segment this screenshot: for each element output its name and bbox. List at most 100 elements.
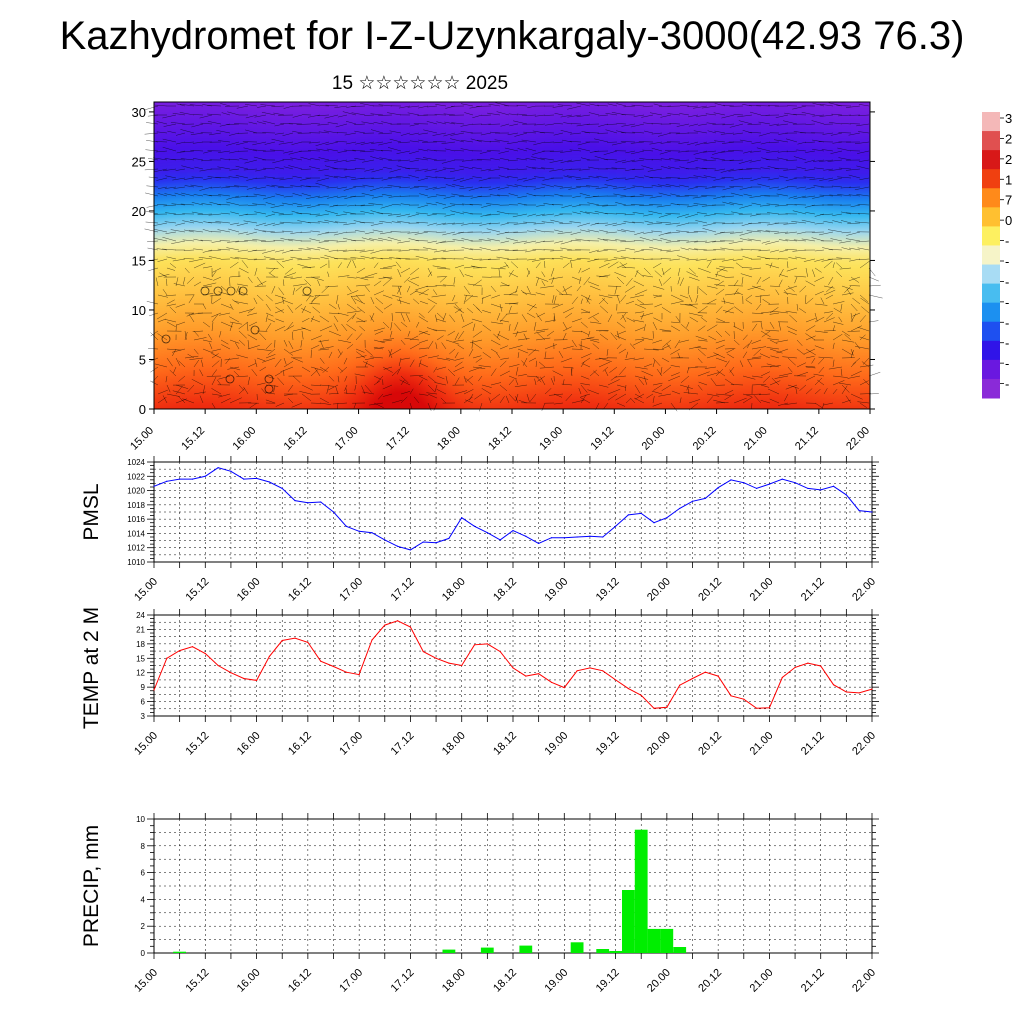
wind-barb — [292, 175, 303, 179]
wind-barb — [521, 114, 537, 117]
wind-barb — [707, 130, 717, 134]
colorbar-swatch — [982, 340, 1000, 361]
wind-barb — [279, 177, 294, 181]
wind-barb — [288, 398, 294, 404]
wind-barb — [211, 402, 216, 409]
wind-barb — [496, 352, 501, 359]
wind-barb — [738, 168, 753, 171]
wind-barb — [548, 276, 564, 280]
wind-barb — [499, 158, 510, 161]
colorbar-label: 2 — [1005, 131, 1012, 146]
wind-barb — [427, 375, 436, 383]
wind-barb — [200, 122, 213, 125]
wind-barb — [756, 105, 771, 107]
wind-barb — [728, 168, 744, 172]
wind-barb — [238, 339, 246, 346]
wind-barb — [345, 120, 357, 125]
wind-barb — [516, 177, 528, 181]
wind-barb — [498, 175, 510, 179]
calm-marker — [238, 286, 248, 296]
wind-barb — [319, 357, 325, 364]
wind-barb — [805, 333, 816, 341]
wind-barb — [854, 186, 870, 191]
wind-barb — [373, 280, 382, 287]
wind-barb — [785, 177, 798, 182]
wind-barb — [566, 175, 582, 179]
wind-barb — [607, 285, 622, 287]
wind-barb — [505, 395, 510, 404]
wind-barb — [616, 402, 626, 407]
wind-barb — [235, 175, 249, 179]
wind-barb — [176, 321, 186, 326]
wind-barb — [571, 123, 582, 125]
wind-barb — [296, 212, 312, 215]
wind-barb — [465, 377, 474, 386]
wind-barb — [469, 366, 483, 372]
temp-2m-points — [153, 620, 873, 709]
wind-barb — [598, 294, 613, 299]
data-point — [832, 485, 835, 487]
wind-barb — [787, 330, 797, 335]
wind-barb — [541, 167, 555, 170]
data-point — [858, 509, 860, 512]
wind-barb — [352, 149, 366, 152]
wind-barb — [678, 141, 690, 145]
wind-barb — [504, 249, 519, 251]
wind-barb — [164, 319, 177, 323]
wind-barb — [616, 263, 628, 269]
wind-barb — [499, 345, 508, 350]
wind-barb — [162, 236, 177, 242]
wind-barb — [433, 249, 447, 253]
wind-barb — [652, 348, 664, 350]
grid — [154, 615, 872, 716]
wind-barb — [722, 201, 735, 206]
wind-barb — [364, 384, 372, 393]
wind-barb — [827, 159, 843, 162]
data-point — [153, 485, 155, 487]
wind-barb — [751, 141, 762, 144]
wind-barb — [558, 350, 564, 359]
wind-barb — [792, 105, 807, 110]
wind-barb — [576, 114, 591, 118]
wind-barb — [523, 240, 537, 244]
data-point — [243, 677, 245, 680]
data-point — [217, 467, 219, 469]
wind-barb — [271, 285, 276, 294]
wind-barb — [319, 384, 335, 387]
wind-barb — [427, 195, 438, 198]
wind-barb — [729, 366, 735, 373]
wind-barb — [274, 123, 285, 127]
wind-barb — [488, 222, 501, 225]
wind-barb — [317, 221, 330, 224]
wind-barb — [318, 131, 330, 134]
wind-barb — [290, 231, 303, 234]
wind-barb — [560, 130, 573, 134]
wind-barb — [379, 220, 393, 224]
wind-barb — [243, 147, 258, 152]
wind-barb — [269, 267, 276, 274]
wind-barb — [625, 398, 632, 404]
wind-barb — [688, 114, 699, 118]
wind-barb — [783, 120, 798, 125]
wind-barb — [544, 123, 555, 126]
wind-barb — [199, 395, 204, 404]
wind-barb — [549, 159, 564, 163]
wind-barb — [786, 261, 789, 269]
wind-barb — [255, 222, 267, 227]
wind-barb — [490, 321, 504, 325]
wind-barb — [324, 174, 339, 179]
wind-barb — [400, 312, 405, 322]
wind-barb — [832, 213, 843, 216]
wind-barb — [687, 285, 690, 295]
data-point — [179, 478, 181, 480]
wind-barb — [703, 175, 717, 179]
wind-barb — [181, 165, 195, 170]
wind-barb — [169, 263, 177, 269]
wind-barb — [389, 330, 393, 338]
wind-barb — [472, 323, 476, 332]
wind-barb — [387, 237, 402, 242]
wind-barb — [157, 273, 170, 278]
wind-barb — [247, 345, 260, 350]
colorbar-swatch — [982, 169, 1000, 189]
wind-barb — [643, 231, 654, 234]
